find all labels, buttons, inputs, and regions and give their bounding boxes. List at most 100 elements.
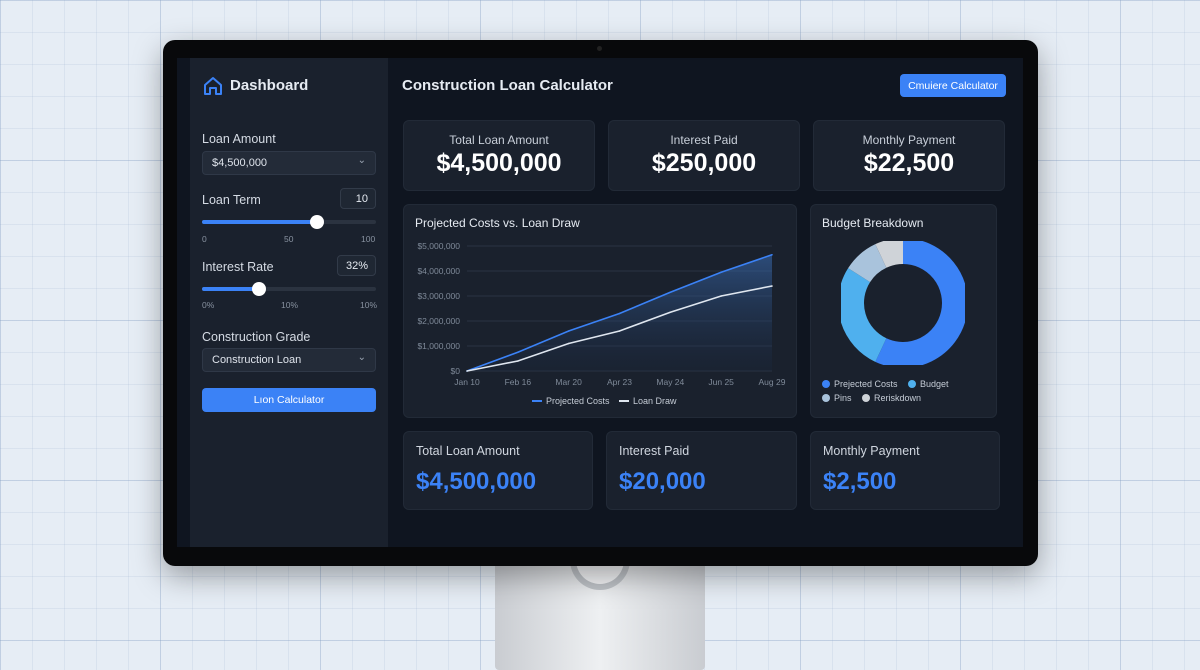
loan-amount-value: $4,500,000 [212, 157, 268, 169]
chevron-down-icon: ⌄ [357, 352, 366, 363]
x-tick-label: Aug 29 [759, 377, 786, 387]
interest-rate-label: Interest Rate [202, 260, 274, 274]
legend-label: Loan Draw [633, 396, 677, 406]
tick: 100 [361, 234, 376, 244]
card-value: $4,500,000 [416, 468, 537, 495]
x-tick-label: Apr 23 [607, 377, 632, 387]
legend-item: Budget [907, 377, 949, 391]
legend-label: Pins [834, 393, 852, 403]
camera [597, 46, 602, 51]
tick: 50 [284, 234, 294, 244]
y-tick-label: $4,000,000 [417, 266, 460, 276]
construction-grade-select[interactable]: Construction Loan ⌄ [202, 348, 376, 372]
y-tick-label: $5,000,000 [417, 241, 460, 251]
y-tick-label: $3,000,000 [417, 291, 460, 301]
loan-term-fill [202, 220, 317, 224]
x-tick-label: Jan 10 [454, 377, 480, 387]
y-tick-label: $0 [451, 366, 461, 376]
tick: 10% [281, 300, 299, 310]
data-point [669, 311, 672, 314]
loan-term-handle[interactable] [309, 215, 324, 229]
card-value: $20,000 [619, 468, 706, 495]
bottom-interest-paid-card: Interest Paid $20,000 [606, 431, 797, 510]
loan-term-input[interactable]: 10 [340, 188, 376, 209]
data-point [720, 271, 722, 274]
card-label: Monthly Payment [823, 444, 920, 458]
bottom-total-loan-card: Total Loan Amount $4,500,000 [403, 431, 593, 510]
data-point [618, 330, 621, 332]
construction-grade-value: Construction Loan [212, 354, 302, 366]
x-tick-label: May 24 [656, 377, 684, 387]
data-point [517, 360, 519, 362]
interest-rate-slider[interactable] [202, 282, 376, 296]
card-value: $4,500,000 [436, 149, 562, 177]
legend-label: Reriskdown [873, 393, 921, 403]
loan-amount-label: Loan Amount [202, 132, 276, 146]
data-point [618, 312, 621, 315]
legend-swatch [822, 380, 830, 388]
legend-label: Budget [919, 379, 949, 389]
legend-item: Prejected Costs [822, 377, 898, 391]
data-point [720, 295, 722, 297]
data-point [517, 351, 519, 354]
legend-swatch [907, 380, 916, 388]
donut-slice [841, 268, 887, 362]
x-tick-label: Mar 20 [555, 377, 582, 387]
card-label: Total Loan Amount [416, 444, 520, 458]
sidebar: Dashboard Loan Amount $4,500,000 ⌄ Loan T… [190, 58, 388, 547]
legend-item: Reriskdown [861, 391, 921, 405]
legend-swatch [861, 394, 870, 402]
loan-calculator-button[interactable]: Lıon Calculator [202, 388, 376, 412]
interest-paid-card: Interest Paid $250,000 [608, 120, 800, 191]
card-value: $22,500 [863, 149, 955, 177]
x-tick-label: Jun 25 [708, 377, 734, 387]
card-label: Monthly Payment [862, 133, 956, 147]
x-tick-label: Feb 16 [505, 377, 532, 387]
screen: Dashboard Loan Amount $4,500,000 ⌄ Loan T… [177, 58, 1023, 547]
data-point [771, 253, 773, 256]
total-loan-card: Total Loan Amount $4,500,000 [403, 120, 595, 191]
line-chart-card: Projected Costs vs. Loan Draw $0 $1,000,0… [403, 204, 797, 418]
donut-slice [848, 244, 888, 283]
page-title: Construction Loan Calculator [402, 77, 613, 94]
data-point [567, 342, 570, 345]
card-label: Interest Paid [670, 133, 738, 147]
construction-grade-label: Construction Grade [202, 330, 311, 344]
tick: 10% [360, 300, 378, 310]
chart-title: Projected Costs vs. Loan Draw [415, 216, 580, 230]
monthly-payment-card: Monthly Payment $22,500 [813, 120, 1005, 191]
data-point [466, 370, 468, 372]
home-icon [204, 77, 222, 95]
y-tick-label: $1,000,000 [417, 341, 460, 351]
loan-term-slider[interactable] [202, 215, 376, 229]
calculator-button[interactable]: Cmuiere Calculator [900, 74, 1006, 97]
donut-legend: Prejected Costs Budget Pins Reriskdown [822, 377, 992, 405]
sidebar-title: Dashboard [230, 77, 309, 94]
interest-rate-fill [202, 287, 260, 291]
data-point [567, 330, 570, 332]
loan-amount-select[interactable]: $4,500,000 ⌄ [202, 151, 376, 175]
tick: 0% [202, 300, 215, 310]
data-point [669, 291, 672, 294]
chevron-down-icon: ⌄ [357, 155, 366, 166]
data-point [771, 285, 773, 287]
line-chart: $0 $1,000,000 $2,000,000 $3,000,000 $4,000,0… [417, 241, 786, 406]
interest-rate-input[interactable]: 32% [337, 255, 376, 276]
donut-title: Budget Breakdown [822, 216, 924, 230]
card-label: Interest Paid [619, 444, 690, 458]
bottom-monthly-payment-card: Monthly Payment $2,500 [810, 431, 1000, 510]
card-value: $2,500 [823, 468, 897, 495]
y-tick-label: $2,000,000 [417, 316, 460, 326]
legend-label: Projected Costs [546, 396, 610, 406]
card-label: Total Loan Amount [449, 133, 549, 147]
donut-chart [841, 241, 965, 365]
card-value: $250,000 [651, 149, 757, 177]
legend-swatch [822, 394, 830, 402]
tick: 0 [202, 234, 207, 244]
budget-breakdown-card: Budget Breakdown Prejected Costs Budget … [810, 204, 997, 418]
legend-item: Pins [822, 391, 852, 405]
donut-slice [875, 241, 904, 268]
loan-term-label: Loan Term [202, 193, 261, 207]
interest-rate-handle[interactable] [252, 282, 267, 296]
donut-slice [875, 241, 965, 365]
